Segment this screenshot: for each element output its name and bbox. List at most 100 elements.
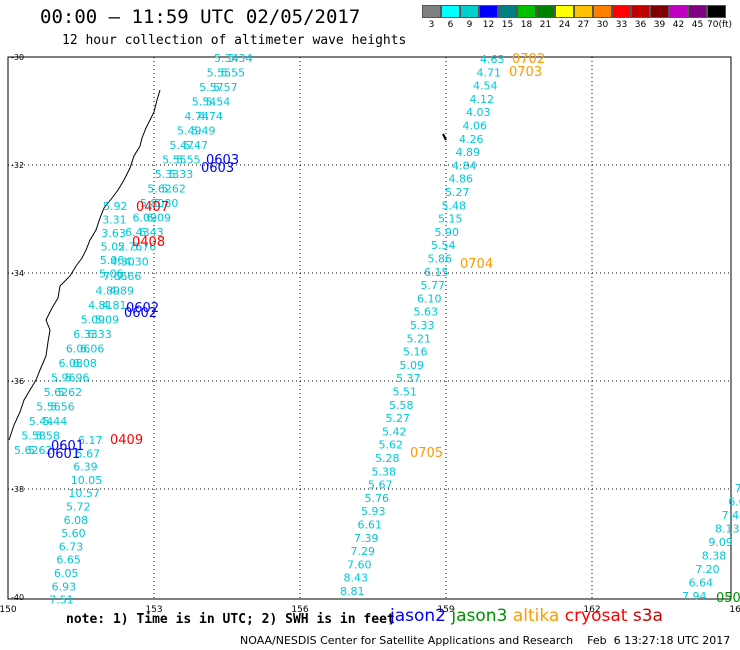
track-b-value: 6.39: [73, 461, 98, 474]
track-b-value: 3.63: [101, 227, 126, 240]
swath-value: 5.54: [192, 96, 217, 109]
credit-footer: NOAA/NESDIS Center for Satellite Applica…: [240, 634, 731, 647]
legend-label: 42: [672, 20, 685, 30]
track-c-value: 7.46: [722, 509, 740, 522]
swath-value: 4.30: [124, 255, 149, 268]
swath-value: 5.96: [51, 371, 75, 384]
swath-value: 5.76: [118, 241, 143, 254]
lat-tick-label: -38: [11, 485, 24, 494]
legend-label: 9: [466, 20, 473, 30]
track-a-value: 5.09: [400, 359, 425, 372]
swath-value: 5.34: [214, 52, 239, 65]
legend-label: 36: [634, 20, 647, 30]
track-a-value: 5.76: [365, 492, 390, 505]
track-a-value: 5.54: [431, 239, 456, 252]
swath-value: 4.81: [102, 299, 127, 312]
track-a-value: 8.43: [344, 572, 369, 585]
legend-swatch: [441, 5, 460, 18]
legend-swatch: [555, 5, 574, 18]
track-a-value: 4.63: [480, 53, 505, 66]
grid-lines: [8, 57, 731, 599]
swath-value: 5.55: [162, 154, 187, 167]
swath-value: 4.30: [110, 255, 135, 268]
swath-value: 5.56: [50, 400, 75, 413]
track-a-value: 7.29: [351, 545, 376, 558]
swath-value: 6.06: [66, 342, 91, 355]
track-b-value: 6.08: [64, 514, 89, 527]
swath-value: 5.58: [35, 429, 60, 442]
axis-ticks: 150 153 156 159 162 165 -30 -32 -34 -36 -38 -40: [0, 53, 740, 615]
legend-swatch: [650, 5, 669, 18]
pass-time-label: 0602: [124, 306, 157, 321]
swath-value: 5.56: [36, 400, 61, 413]
swath-value: 5.62: [14, 444, 39, 457]
track-a-value: 4.86: [449, 173, 474, 186]
swath-value: 6.09: [147, 212, 172, 225]
pass-time-label: 0409: [110, 433, 143, 448]
legend-swatch: [574, 5, 593, 18]
legend-label: 24: [558, 20, 571, 30]
pass-time-label: 0407: [136, 200, 169, 215]
swath-value: 6.33: [73, 328, 98, 341]
swath-value: 4.74: [198, 110, 223, 123]
legend-label: 39: [653, 20, 666, 30]
legend-swatch: [479, 5, 498, 18]
swath-value: 5.33: [155, 168, 180, 181]
swath-value: 6.43: [139, 226, 164, 239]
swath-value: 5.62: [147, 183, 172, 196]
track-a-value: 6.15: [424, 266, 449, 279]
swath-value: 6.43: [125, 226, 150, 239]
track-a-value: 4.06: [463, 120, 488, 133]
track-b-value: 10.05: [71, 474, 103, 487]
pass-time-label: 0603: [206, 153, 239, 168]
track-a-value: 5.86: [428, 253, 453, 266]
track-a-value: 8.81: [340, 585, 365, 598]
satellite-legend: jason2 jason3 altika cryosat s3a: [390, 606, 663, 626]
legend-label: 6: [447, 20, 454, 30]
track-a-value: 5.67: [368, 479, 393, 492]
swath-value: 5.33: [169, 168, 194, 181]
pass-time-label: 050: [716, 591, 740, 606]
legend-swatch: [422, 5, 441, 18]
swath-value: 5.47: [170, 139, 195, 152]
track-a-value: 5.51: [393, 386, 418, 399]
track-a-value: 4.71: [477, 66, 502, 79]
legend-label: 45: [691, 20, 704, 30]
track-b-value: 6.05: [54, 567, 79, 580]
swath-value: 5.09: [81, 313, 106, 326]
legend-label: 27: [577, 20, 590, 30]
swath-value: 5.62: [28, 444, 53, 457]
legend-swatch: [688, 5, 707, 18]
track-a-value: 5.27: [386, 412, 411, 425]
track-c-value: 7: [735, 482, 740, 495]
legend-swatch: [460, 5, 479, 18]
legend-swatch: [669, 5, 688, 18]
legend-swatch: [707, 5, 726, 18]
track-a-value: 5.58: [389, 399, 414, 412]
track-a-value: 5.21: [407, 332, 432, 345]
swath-value: 5.76: [132, 241, 157, 254]
legend-label: 70(ft): [707, 20, 733, 30]
legend-swatch: [631, 5, 650, 18]
legend-cryosat: cryosat: [564, 606, 628, 626]
lat-tick-label: -36: [11, 377, 24, 386]
track-c-value: 9.09: [708, 536, 733, 549]
track-b-value: 5.67: [76, 447, 101, 460]
track-a-value: 5.93: [361, 505, 386, 518]
track-b-value: 7.51: [49, 594, 73, 607]
track-b-value: 5.06: [99, 268, 124, 281]
track-a-value: 5.38: [372, 465, 397, 478]
swath-value: 6.33: [87, 328, 112, 341]
legend-s3a: s3a: [632, 606, 663, 626]
legend-label: 15: [501, 20, 514, 30]
track-a-value: 6.10: [417, 292, 442, 305]
lat-tick-label: -30: [11, 53, 24, 62]
swath-value: 4.81: [88, 299, 113, 312]
swath-value: 5.44: [29, 415, 54, 428]
legend-label: 3: [428, 20, 435, 30]
swath-value: 5.55: [176, 154, 201, 167]
legend-swatch: [593, 5, 612, 18]
track-a-value: 4.84: [452, 159, 477, 172]
legend-altika: altika: [512, 606, 560, 626]
